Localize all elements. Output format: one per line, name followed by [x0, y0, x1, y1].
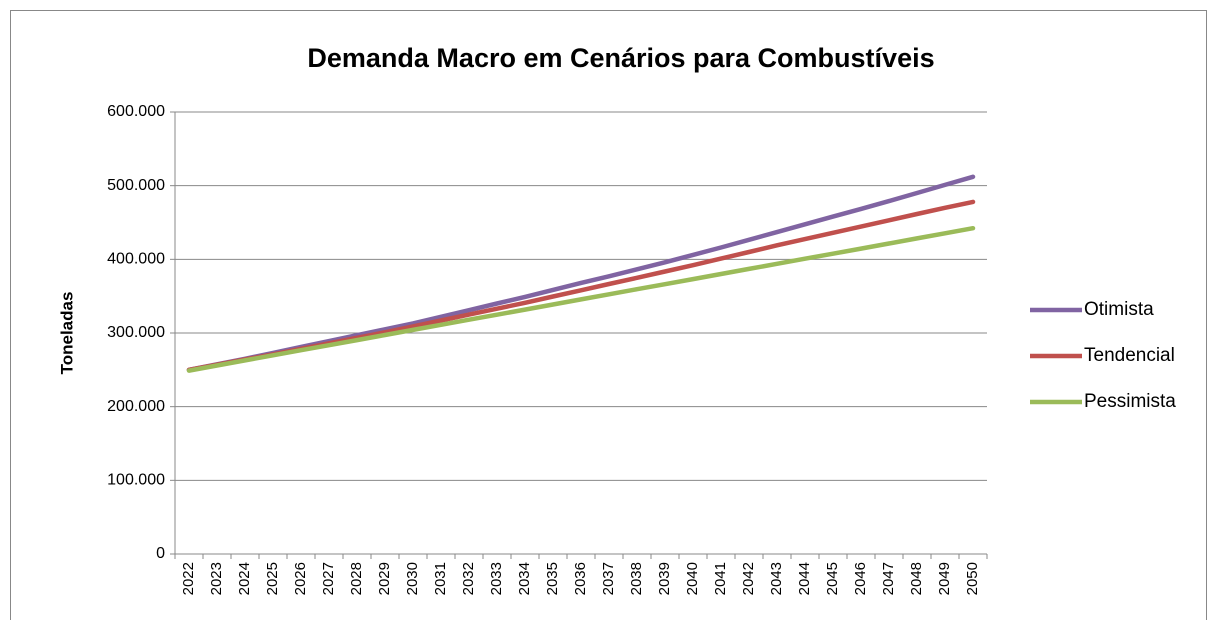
chart-border: [10, 10, 1207, 620]
legend-label: Otimista: [1084, 299, 1154, 320]
x-tick-label: 2032: [460, 562, 477, 595]
series-line: [186, 225, 976, 373]
x-tick-label: 2025: [264, 562, 281, 595]
x-tick-label: 2035: [544, 562, 561, 595]
y-tick-label: 200.000: [107, 398, 165, 415]
x-tick-label: 2023: [208, 562, 225, 595]
y-axis-label: Toneladas: [57, 292, 76, 375]
x-tick-label: 2050: [964, 562, 981, 595]
x-tick-label: 2044: [796, 562, 813, 595]
x-tick-label: 2041: [712, 562, 729, 595]
x-tick-label: 2040: [684, 562, 701, 595]
y-tick-label: 400.000: [107, 251, 165, 268]
x-tick-label: 2026: [292, 562, 309, 595]
chart-title: Demanda Macro em Cenários para Combustív…: [307, 43, 934, 73]
x-tick-label: 2046: [852, 562, 869, 595]
y-tick-label: 0: [156, 545, 165, 562]
x-tick-label: 2038: [628, 562, 645, 595]
y-tick-label: 300.000: [107, 324, 165, 341]
x-tick-label: 2045: [824, 562, 841, 595]
x-tick-label: 2022: [180, 562, 197, 595]
x-tick-label: 2030: [404, 562, 421, 595]
legend-label: Pessimista: [1084, 391, 1176, 412]
x-tick-label: 2037: [600, 562, 617, 595]
x-tick-label: 2036: [572, 562, 589, 595]
y-tick-label: 100.000: [107, 472, 165, 489]
x-tick-label: 2033: [488, 562, 505, 595]
x-tick-label: 2048: [908, 562, 925, 595]
x-tick-label: 2049: [936, 562, 953, 595]
x-tick-label: 2043: [768, 562, 785, 595]
x-tick-label: 2024: [236, 562, 253, 595]
x-tick-label: 2034: [516, 562, 533, 595]
x-tick-label: 2027: [320, 562, 337, 595]
y-tick-label: 600.000: [107, 103, 165, 120]
legend-label: Tendencial: [1084, 345, 1175, 366]
x-tick-label: 2031: [432, 562, 449, 595]
x-tick-label: 2028: [348, 562, 365, 595]
x-tick-label: 2047: [880, 562, 897, 595]
y-tick-label: 500.000: [107, 177, 165, 194]
x-tick-label: 2042: [740, 562, 757, 595]
x-tick-label: 2039: [656, 562, 673, 595]
x-tick-label: 2029: [376, 562, 393, 595]
